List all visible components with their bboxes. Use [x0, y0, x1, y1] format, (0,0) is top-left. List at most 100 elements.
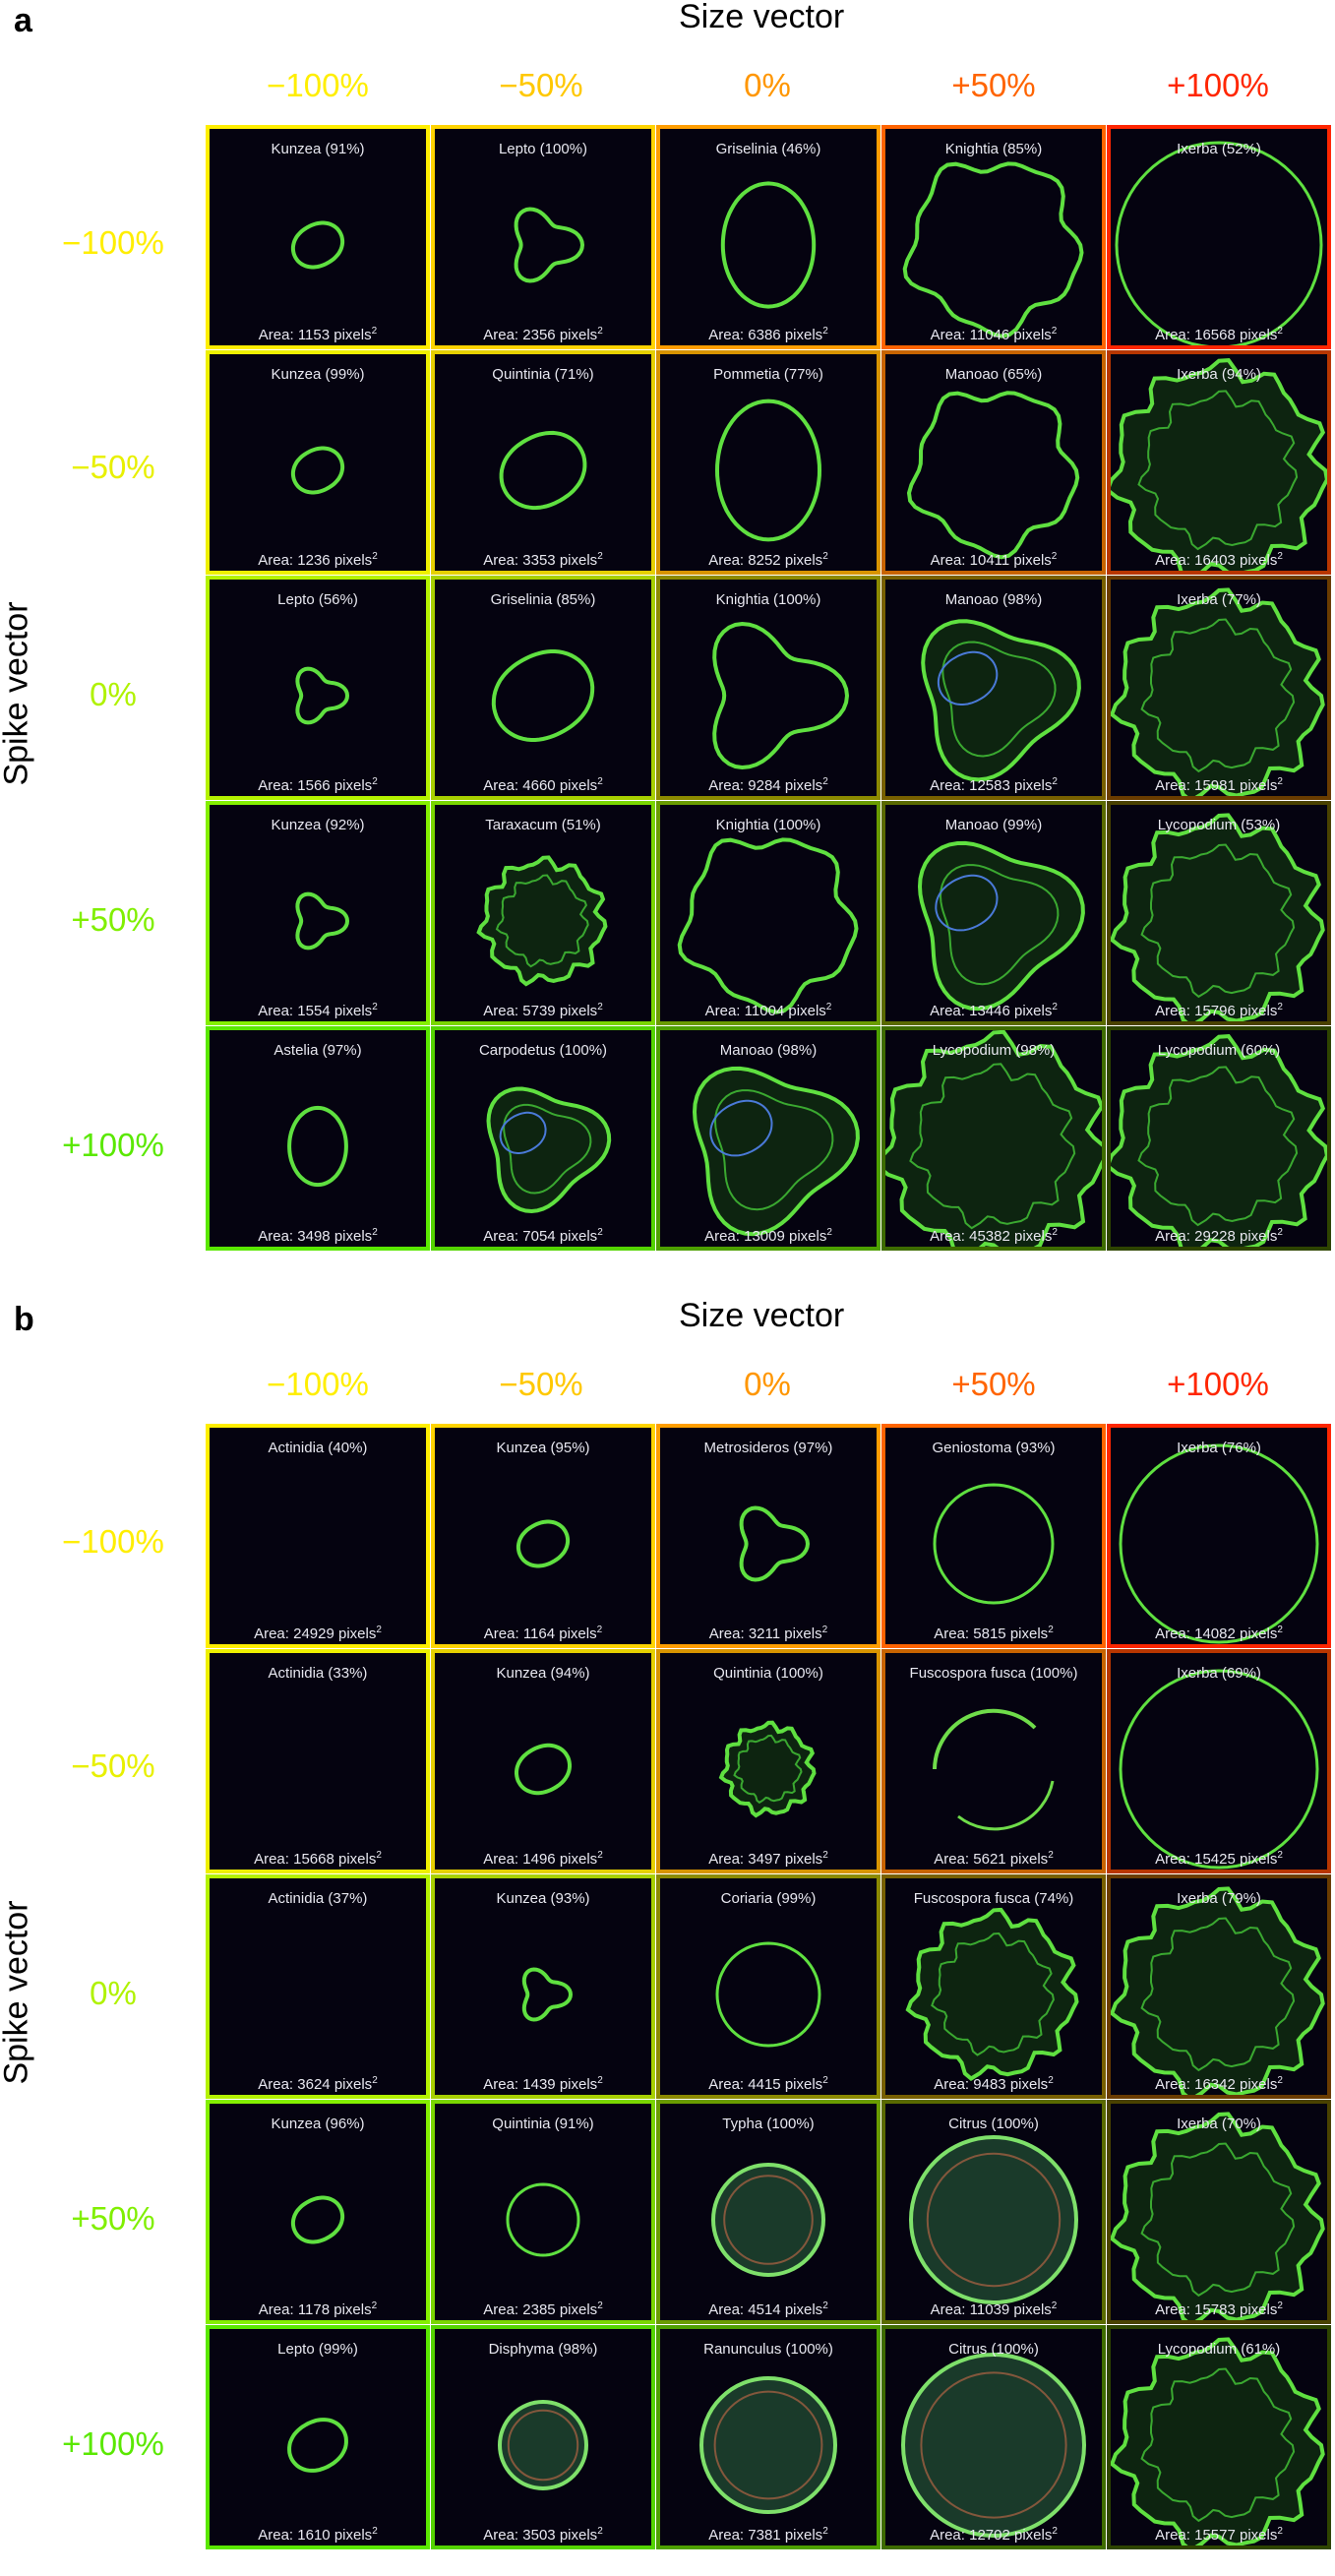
- pollen-grain-image: [210, 1428, 426, 1644]
- taxon-label: Citrus (100%): [948, 2116, 1039, 2132]
- area-value: 15425: [1194, 1851, 1236, 1868]
- pollen-tile: Griselinia (46%) Area: 6386 pixels2: [656, 125, 880, 349]
- taxon-label: Manoao (98%): [719, 1042, 818, 1059]
- area-value: 1439: [522, 2076, 556, 2093]
- area-prefix: Area:: [708, 552, 749, 569]
- area-label: Area: 7054 pixels2: [435, 1227, 651, 1245]
- pollen-tile: Manoao (98%) Area: 12583 pixels2: [881, 576, 1106, 800]
- area-prefix: Area:: [934, 1851, 974, 1868]
- area-label: Area: 11046 pixels2: [885, 326, 1102, 343]
- taxon-label: Coriaria (99%): [720, 1890, 817, 1907]
- size-column-label: +100%: [1167, 67, 1269, 103]
- area-label: Area: 3498 pixels2: [210, 1227, 426, 1245]
- area-prefix: Area:: [258, 2301, 298, 2318]
- area-unit-exponent: 2: [826, 1227, 832, 1238]
- area-label: Area: 4660 pixels2: [435, 776, 651, 794]
- area-prefix: Area:: [1155, 777, 1195, 794]
- area-unit-exponent: 2: [822, 551, 828, 562]
- area-value: 2385: [522, 2301, 556, 2318]
- area-prefix: Area:: [1155, 1228, 1195, 1245]
- pollen-grain-image: [290, 446, 345, 495]
- area-label: Area: 45382 pixels2: [885, 1227, 1102, 1245]
- pollen-tile: Lycopodium (60%) Area: 29228 pixels2: [1107, 1026, 1331, 1251]
- taxon-label: Fuscospora fusca (74%): [913, 1890, 1074, 1907]
- pollen-tile: Pommetia (77%) Area: 8252 pixels2: [656, 350, 880, 575]
- area-unit: pixels: [1009, 2527, 1053, 2544]
- area-unit-exponent: 2: [376, 1625, 382, 1635]
- pollen-grain-image: [714, 399, 822, 542]
- taxon-label: Knightia (100%): [715, 591, 821, 608]
- area-value: 14082: [1194, 1625, 1236, 1642]
- area-unit-exponent: 2: [822, 2300, 828, 2311]
- area-label: Area: 14082 pixels2: [1111, 1625, 1327, 1642]
- area-label: Area: 3497 pixels2: [660, 1850, 877, 1868]
- taxon-label: Ranunculus (100%): [703, 2341, 833, 2358]
- pollen-grain-image: [506, 2182, 580, 2257]
- taxon-label: Griselinia (46%): [715, 141, 821, 157]
- pollen-tile: Manoao (65%) Area: 10411 pixels2: [881, 350, 1106, 575]
- pollen-tile: Ixerba (69%) Area: 15425 pixels2: [1107, 1649, 1331, 1873]
- pollen-grain-image: [933, 1708, 1055, 1831]
- spike-row-label: −50%: [71, 449, 155, 485]
- area-unit-exponent: 2: [1051, 326, 1058, 337]
- area-value: 3211: [748, 1625, 781, 1642]
- area-label: Area: 12702 pixels2: [885, 2526, 1102, 2544]
- area-unit: pixels: [1235, 327, 1278, 343]
- area-unit: pixels: [330, 2301, 372, 2318]
- pollen-tile: Lepto (100%) Area: 2356 pixels2: [431, 125, 655, 349]
- area-value: 5739: [522, 1003, 556, 1019]
- pollen-grain-image: [1115, 141, 1323, 345]
- area-label: Area: 1164 pixels2: [435, 1625, 651, 1642]
- taxon-label: Manoao (65%): [944, 366, 1043, 383]
- area-label: Area: 15668 pixels2: [210, 1850, 426, 1868]
- area-label: Area: 3503 pixels2: [435, 2526, 651, 2544]
- area-unit-exponent: 2: [597, 1002, 603, 1012]
- area-label: Area: 1178 pixels2: [210, 2300, 426, 2318]
- area-unit-exponent: 2: [1048, 1625, 1054, 1635]
- taxon-label: Carpodetus (100%): [478, 1042, 608, 1059]
- area-prefix: Area:: [254, 1851, 294, 1868]
- taxon-label: Actinidia (37%): [268, 1890, 368, 1907]
- pollen-tile: Quintinia (100%) Area: 3497 pixels2: [656, 1649, 880, 1873]
- area-value: 1178: [297, 2301, 331, 2318]
- pollen-grain-image: [514, 207, 585, 283]
- area-unit: pixels: [555, 1228, 598, 1245]
- pollen-tile: Actinidia (37%) Area: 3624 pixels2: [206, 1874, 430, 2099]
- area-label: Area: 16403 pixels2: [1111, 551, 1327, 569]
- area-unit: pixels: [330, 2076, 373, 2093]
- area-unit-exponent: 2: [1052, 776, 1058, 787]
- area-unit-exponent: 2: [597, 1850, 603, 1861]
- pollen-tile: Typha (100%) Area: 4514 pixels2: [656, 2100, 880, 2324]
- pollen-tile: Fuscospora fusca (74%) Area: 9483 pixels2: [881, 1874, 1106, 2099]
- pollen-grain-image: [720, 181, 817, 309]
- pollen-grain-image: [906, 391, 1080, 560]
- area-unit-exponent: 2: [597, 2075, 603, 2086]
- area-unit-exponent: 2: [597, 776, 603, 787]
- area-unit-exponent: 2: [1277, 1002, 1283, 1012]
- area-value: 1153: [297, 327, 331, 343]
- area-prefix: Area:: [483, 327, 523, 343]
- size-column-label: 0%: [744, 67, 791, 103]
- area-unit: pixels: [780, 2527, 823, 2544]
- pollen-grain-image: [290, 2195, 345, 2244]
- area-unit-exponent: 2: [1277, 326, 1283, 337]
- area-unit-exponent: 2: [372, 1002, 378, 1012]
- area-unit: pixels: [1009, 327, 1052, 343]
- spike-row-label: −100%: [62, 224, 164, 261]
- pollen-tile: Ixerba (79%) Area: 16342 pixels2: [1107, 1874, 1331, 2099]
- area-prefix: Area:: [1155, 1625, 1195, 1642]
- pollen-tile: Astelia (97%) Area: 3498 pixels2: [206, 1026, 430, 1251]
- area-unit: pixels: [334, 1851, 377, 1868]
- pollen-grain-image: [290, 220, 345, 270]
- area-unit: pixels: [1005, 1851, 1049, 1868]
- pollen-grain-image: [902, 161, 1084, 338]
- area-label: Area: 15796 pixels2: [1111, 1002, 1327, 1019]
- area-prefix: Area:: [930, 327, 970, 343]
- spike-row-label: −100%: [62, 1523, 164, 1560]
- area-value: 15981: [1194, 777, 1236, 794]
- size-column-label: −50%: [499, 1366, 583, 1402]
- area-unit-exponent: 2: [1052, 1002, 1058, 1012]
- area-prefix: Area:: [254, 1625, 294, 1642]
- pollen-grain-image: [491, 649, 595, 742]
- pollen-grain-image: [933, 1483, 1055, 1605]
